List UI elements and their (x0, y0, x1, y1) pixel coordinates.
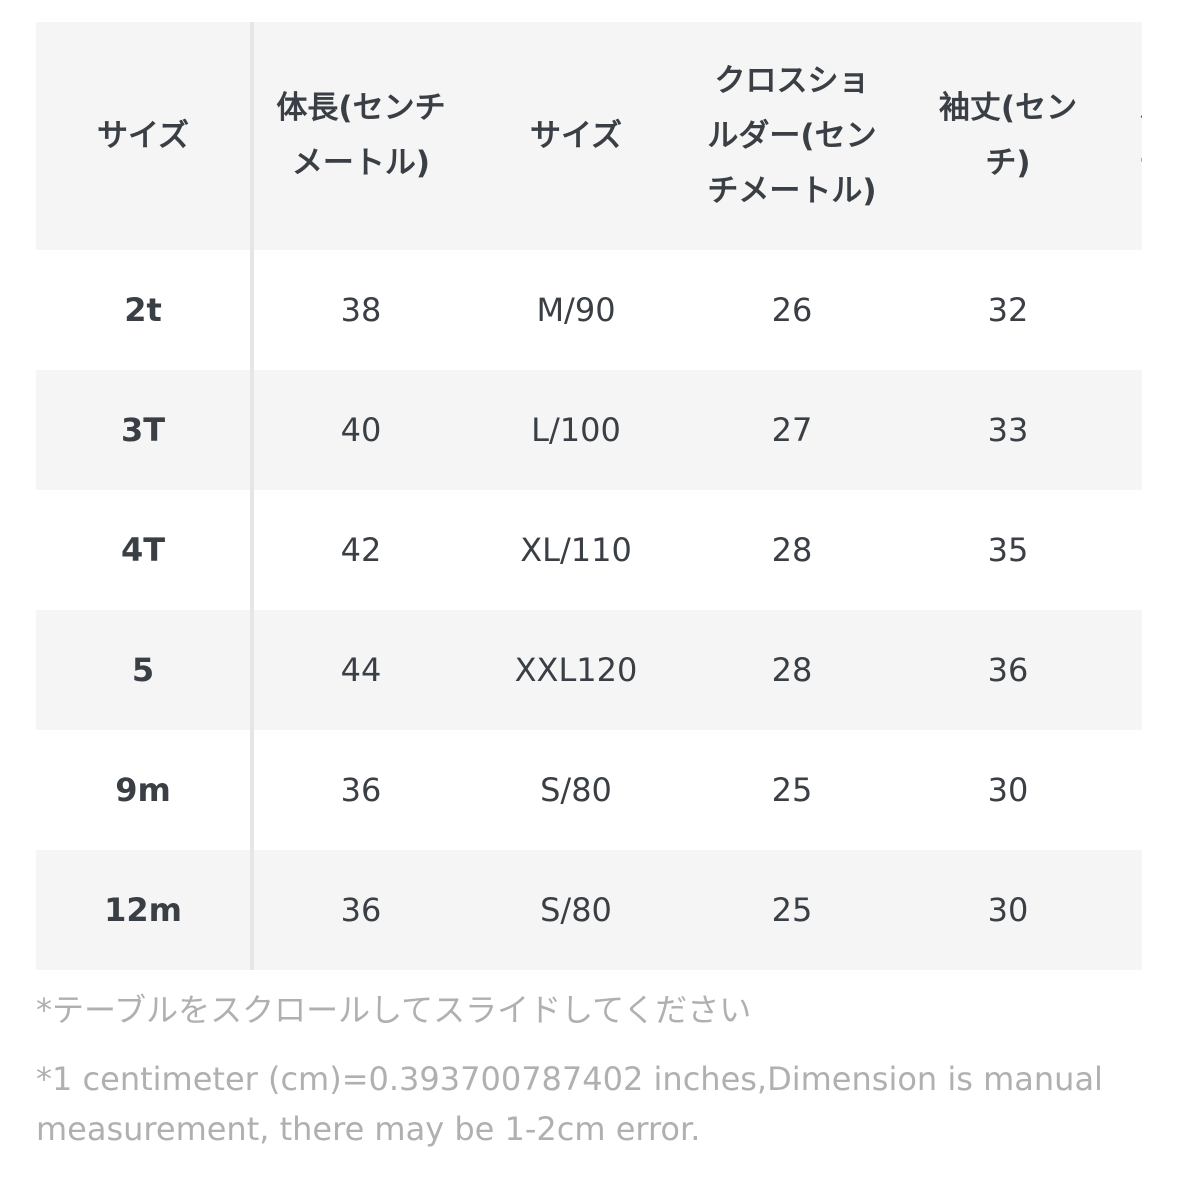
cell-bust (1116, 490, 1142, 610)
table-row: 2t 38 M/90 26 32 (36, 250, 1142, 370)
header-body-length: 体長(センチメートル) (276, 90, 446, 181)
cell-cross-shoulder: 25 (771, 771, 813, 809)
table-row: 9m 36 S/80 25 30 (36, 730, 1142, 850)
cell-body-length: 38 (340, 291, 382, 329)
cell-sleeve-length: 33 (987, 411, 1029, 449)
cell-body-length: 42 (340, 531, 382, 569)
cell-bust (1116, 250, 1142, 370)
cell-size: 5 (36, 610, 254, 730)
cell-body-length: 36 (340, 891, 382, 929)
scroll-hint-note: *テーブルをスクロールしてスライドしてください (36, 991, 752, 1029)
cell-size-label: L/100 (531, 411, 621, 449)
cell-sleeve-length: 35 (987, 531, 1029, 569)
cell-bust (1116, 730, 1142, 850)
cell-sleeve-length: 36 (987, 651, 1029, 689)
cell-bust (1116, 610, 1142, 730)
table-header-row: サイズ 体長(センチメートル) サイズ クロスショルダー(センチメートル) 袖丈… (36, 22, 1142, 250)
table-row: 3T 40 L/100 27 33 (36, 370, 1142, 490)
conversion-note: *1 centimeter (cm)=0.393700787402 inches… (36, 1060, 1103, 1148)
table-row: 5 44 XXL120 28 36 (36, 610, 1142, 730)
cell-body-length: 40 (340, 411, 382, 449)
cell-sleeve-length: 30 (987, 771, 1029, 809)
cell-bust (1116, 370, 1142, 490)
cell-cross-shoulder: 28 (771, 651, 813, 689)
cell-size-label: S/80 (540, 891, 612, 929)
table-row: 12m 36 S/80 25 30 (36, 850, 1142, 970)
header-sleeve-length: 袖丈(センチ) (938, 90, 1078, 181)
cell-cross-shoulder: 28 (771, 531, 813, 569)
cell-cross-shoulder: 25 (771, 891, 813, 929)
cell-size: 2t (36, 250, 254, 370)
cell-body-length: 44 (340, 651, 382, 689)
cell-sleeve-length: 32 (987, 291, 1029, 329)
cell-size-label: XXL120 (514, 651, 638, 689)
header-size: サイズ (36, 22, 254, 250)
cell-size-label: XL/110 (520, 531, 632, 569)
cell-size-label: S/80 (540, 771, 612, 809)
cell-size-label: M/90 (536, 291, 616, 329)
cell-size: 9m (36, 730, 254, 850)
size-table-scroll-container[interactable]: サイズ 体長(センチメートル) サイズ クロスショルダー(センチメートル) 袖丈… (36, 22, 1142, 970)
cell-cross-shoulder: 27 (771, 411, 813, 449)
cell-size: 12m (36, 850, 254, 970)
cell-size: 3T (36, 370, 254, 490)
table-row: 4T 42 XL/110 28 35 (36, 490, 1142, 610)
cell-bust (1116, 850, 1142, 970)
header-bust: バスト(センチメートル) (1116, 22, 1142, 250)
header-cross-shoulder: クロスショルダー(センチメートル) (707, 62, 877, 209)
cell-cross-shoulder: 26 (771, 291, 813, 329)
cell-body-length: 36 (340, 771, 382, 809)
cell-sleeve-length: 30 (987, 891, 1029, 929)
cell-size: 4T (36, 490, 254, 610)
size-table: サイズ 体長(センチメートル) サイズ クロスショルダー(センチメートル) 袖丈… (36, 22, 1142, 970)
header-size-label: サイズ (529, 117, 623, 154)
